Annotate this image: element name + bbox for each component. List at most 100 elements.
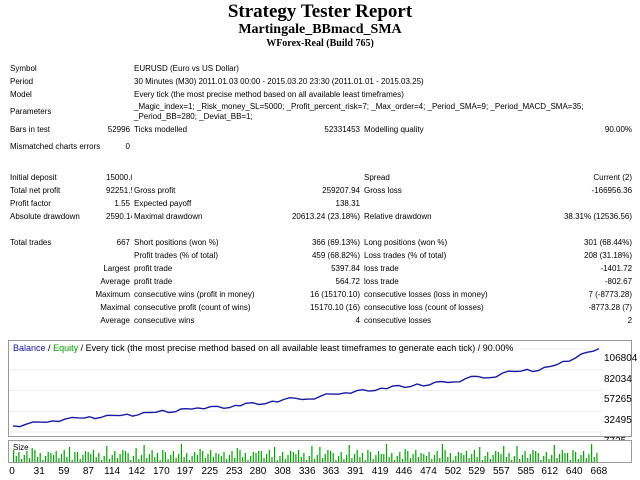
size-bar — [170, 455, 172, 462]
size-bar — [298, 450, 300, 462]
size-bar — [399, 452, 401, 462]
size-bar — [300, 457, 302, 462]
row-profit-trades: Profit trades (% of total) 459 (68.82%) … — [8, 249, 634, 262]
size-bar — [258, 451, 260, 462]
label: loss trade — [364, 263, 399, 273]
value: 15170.10 (16) — [310, 302, 360, 312]
size-bar — [511, 460, 513, 462]
size-bar — [202, 451, 204, 462]
row-drawdown: Absolute drawdown 2590.14 Maximal drawdo… — [8, 210, 634, 223]
size-bar — [548, 459, 550, 462]
label: consecutive losses — [364, 315, 432, 325]
expert-name: Martingale_BBmacd_SMA — [238, 22, 402, 37]
label: loss trade — [364, 276, 399, 286]
label: Average — [100, 276, 130, 286]
value: 52331453 — [324, 124, 360, 134]
value: 7 (-8773.28) — [588, 289, 633, 299]
row-parameters: Parameters _Magic_index=1; _Risk_money_S… — [8, 101, 634, 123]
size-bar — [369, 452, 372, 462]
size-bar — [250, 456, 252, 462]
size-bar — [519, 459, 521, 462]
value: Every tick (the most precise method base… — [134, 89, 404, 99]
size-bar — [535, 451, 537, 462]
size-bar — [135, 448, 137, 462]
size-bar — [503, 446, 505, 462]
size-bar — [487, 452, 489, 462]
size-bar — [15, 456, 17, 462]
value: 667 — [116, 237, 130, 247]
size-bar — [236, 448, 238, 462]
x-tick-label: 114 — [104, 466, 121, 477]
report-table: Symbol EURUSD (Euro vs US Dollar) Period… — [8, 62, 634, 327]
size-bar — [596, 453, 598, 462]
value: 16 (15170.10) — [310, 289, 360, 299]
size-bar — [226, 459, 228, 462]
size-bar — [156, 453, 158, 462]
size-bar — [415, 450, 417, 462]
legend-equity: Equity — [53, 343, 79, 353]
size-bar — [260, 451, 262, 462]
size-bar — [242, 457, 244, 462]
size-bar — [452, 460, 454, 462]
size-bar — [417, 457, 420, 462]
value: 52996 — [107, 124, 130, 134]
size-bar — [476, 457, 478, 462]
size-bar — [231, 451, 233, 462]
size-bar — [460, 453, 462, 462]
size-bar — [433, 455, 436, 462]
size-bar — [431, 459, 433, 462]
size-bar — [423, 454, 425, 462]
value: 366 (69.13%) — [311, 237, 360, 247]
size-bar — [74, 452, 76, 462]
value: 301 (68.44%) — [584, 237, 633, 247]
value: Current (2) — [593, 172, 633, 182]
size-bar — [215, 453, 217, 462]
size-bar — [508, 453, 510, 462]
size-bar — [31, 448, 33, 462]
x-tick-label: 280 — [249, 466, 267, 477]
size-bar — [340, 452, 342, 462]
row-maximal: Maximal consecutive profit (count of win… — [8, 301, 634, 314]
row-maximum: Maximum consecutive wins (profit in mone… — [8, 288, 634, 301]
label: Parameters — [10, 107, 52, 116]
size-bar — [287, 455, 289, 462]
value: 459 (68.82%) — [311, 250, 360, 260]
size-bar — [175, 458, 177, 462]
label: Maximal drawdown — [134, 211, 203, 221]
size-bar — [420, 453, 422, 462]
row-period: Period 30 Minutes (M30) 2011.01.03 00:00… — [8, 75, 634, 88]
size-bar — [138, 459, 140, 462]
size-bar — [473, 450, 475, 462]
size-bar — [311, 446, 313, 462]
server-build: WForex-Real (Build 765) — [266, 38, 374, 49]
size-bar — [130, 460, 132, 462]
x-tick-label: 59 — [58, 466, 70, 477]
label: Symbol — [10, 63, 37, 73]
y-tick-label: 57265 — [604, 394, 632, 406]
size-bar — [444, 450, 446, 462]
size-bar — [393, 460, 396, 462]
size-bar — [529, 454, 531, 462]
value: 1.55 — [114, 198, 130, 208]
size-bar — [327, 450, 329, 462]
size-bar — [489, 459, 491, 462]
x-tick-label: 557 — [493, 466, 510, 477]
x-tick-label: 336 — [298, 466, 316, 477]
size-bar — [425, 456, 428, 462]
x-tick-label: 0 — [9, 466, 15, 477]
size-bar — [492, 455, 494, 462]
size-bar — [127, 453, 129, 462]
value: 5397.84 — [331, 263, 360, 273]
size-bar — [23, 455, 25, 462]
size-bar — [463, 455, 465, 462]
size-bar — [591, 444, 593, 462]
size-bar — [26, 451, 28, 462]
size-panel: Size — [8, 440, 632, 463]
label: consecutive wins (profit in money) — [134, 289, 255, 299]
size-bar — [18, 452, 20, 462]
label: Profit factor — [10, 198, 51, 208]
size-bar — [199, 449, 201, 462]
size-bar — [324, 454, 326, 462]
size-bar — [37, 457, 39, 462]
label: Period — [10, 76, 34, 86]
